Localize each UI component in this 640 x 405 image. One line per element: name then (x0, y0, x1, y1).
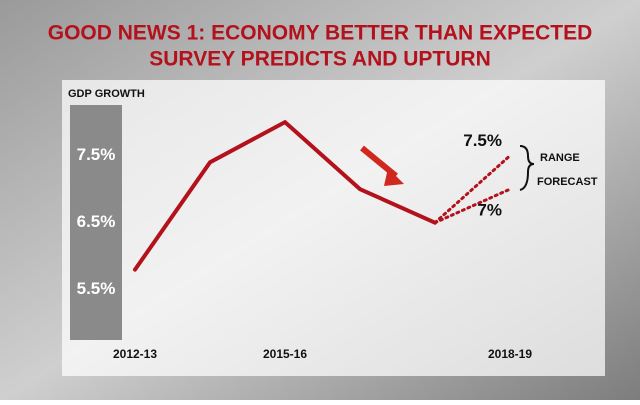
y-axis-band (70, 105, 122, 340)
y-tick-label: 5.5% (77, 279, 116, 298)
y-axis-label: GDP GROWTH (68, 88, 145, 100)
annotation: FORECAST (537, 176, 598, 188)
x-tick-label: 2018-19 (488, 347, 532, 361)
panel (62, 80, 605, 376)
chart-title: GOOD NEWS 1: ECONOMY BETTER THAN EXPECTE… (48, 22, 593, 45)
brace (519, 145, 535, 191)
value-label: 7% (477, 201, 502, 220)
y-tick-label: 6.5% (77, 212, 116, 231)
data-line (433, 154, 512, 225)
chart-subtitle: SURVEY PREDICTS AND UPTURN (149, 48, 491, 71)
data-line (433, 187, 512, 225)
x-tick-label: 2015-16 (263, 347, 307, 361)
y-tick-label: 7.5% (77, 145, 116, 164)
annotation: RANGE (540, 152, 580, 164)
value-label: 7.5% (463, 131, 502, 150)
arrow-head (384, 168, 404, 186)
data-line (133, 119, 437, 272)
x-tick-label: 2012-13 (113, 347, 157, 361)
